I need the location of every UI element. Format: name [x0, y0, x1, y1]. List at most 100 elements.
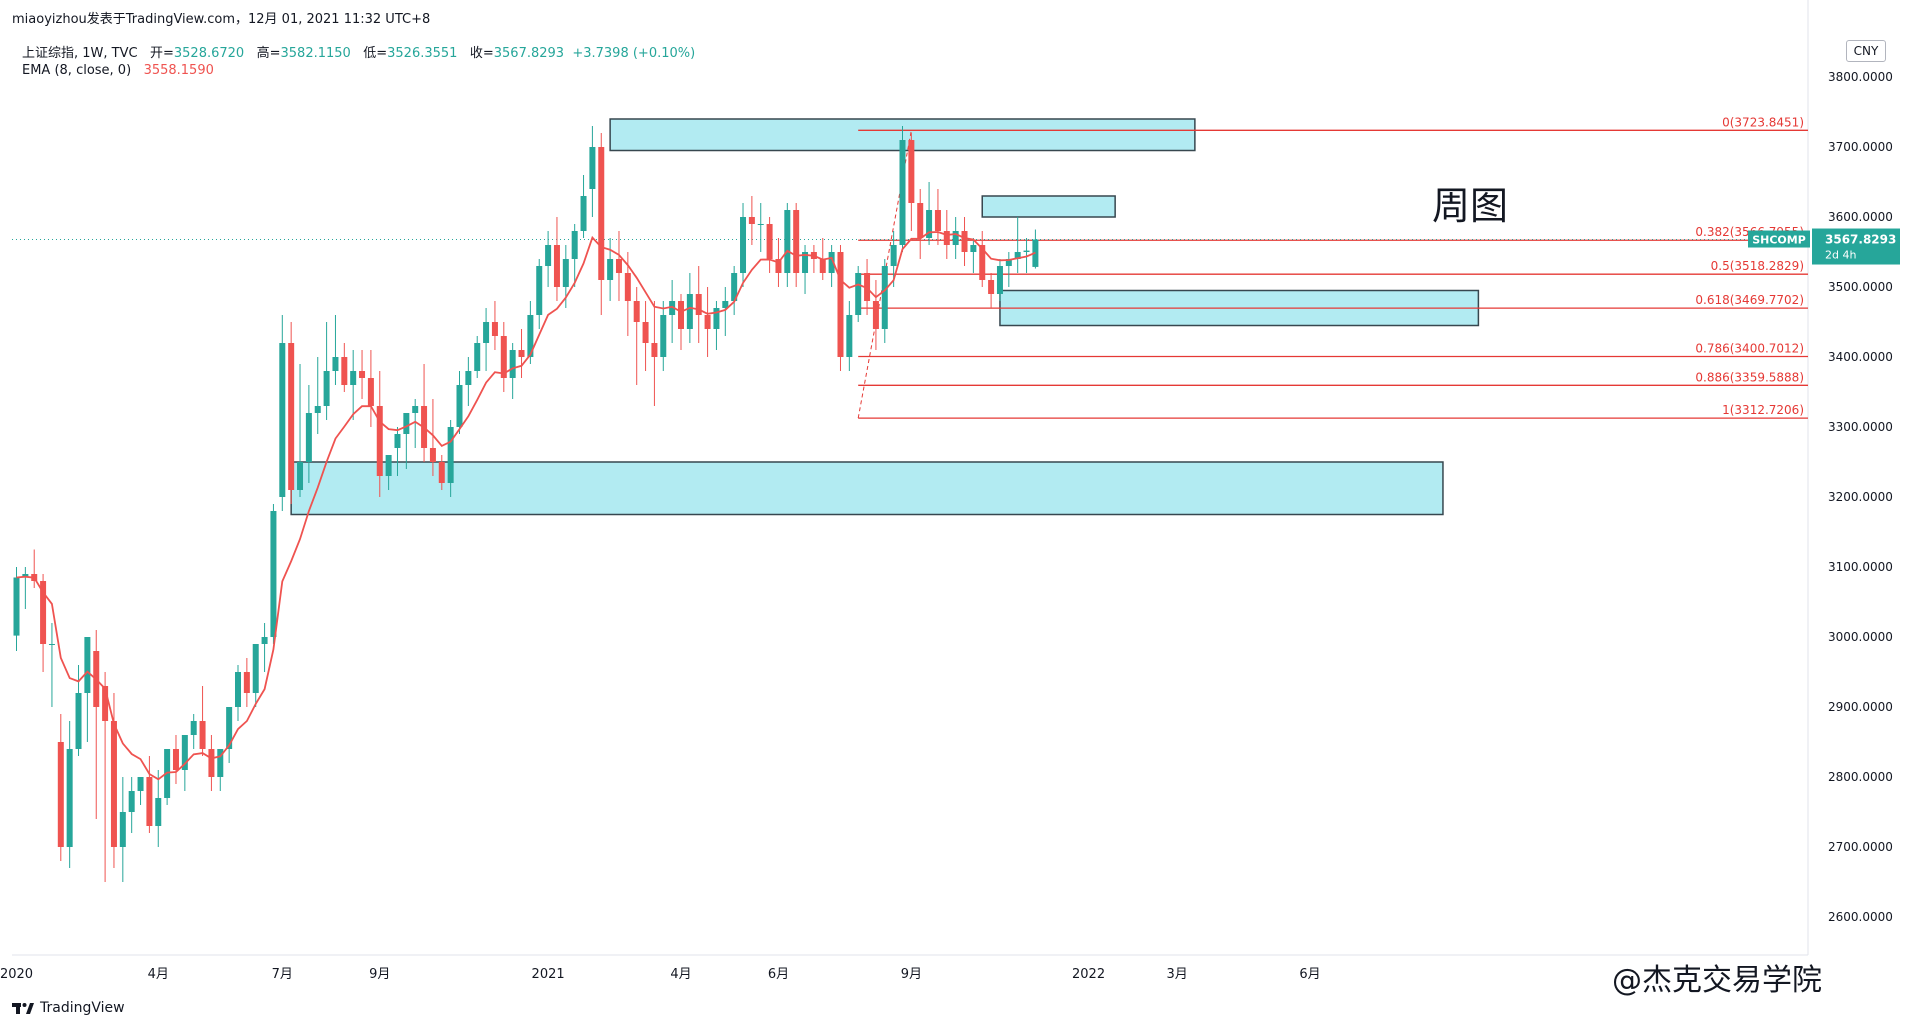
candle-body	[819, 259, 826, 273]
candle	[633, 287, 640, 385]
candle-body	[580, 196, 587, 231]
candle	[864, 259, 871, 315]
chart-annotation: 周图	[1432, 184, 1509, 228]
time-tick-label: 6月	[1299, 967, 1320, 982]
candle	[438, 455, 445, 490]
ema-value: 3558.1590	[143, 63, 214, 78]
candle	[651, 301, 658, 406]
candle	[474, 336, 481, 378]
candle-body	[757, 224, 764, 225]
candle-body	[943, 231, 950, 245]
symbol-tag-text: SHCOMP	[1752, 234, 1806, 247]
candle	[926, 182, 933, 245]
candle-body	[102, 686, 109, 721]
candle	[190, 714, 197, 749]
candle-body	[66, 749, 73, 847]
symbol-tag-bg	[1748, 230, 1810, 248]
candle	[970, 238, 977, 273]
candle-body	[793, 210, 800, 273]
candle	[899, 126, 906, 252]
tradingview-logo[interactable]: TradingView	[12, 1000, 125, 1016]
candle	[359, 350, 366, 399]
candle-body	[13, 577, 20, 636]
candle-body	[359, 371, 366, 378]
candle-body	[713, 308, 720, 329]
candle-body	[1023, 250, 1030, 252]
price-tick-label: 3300.0000	[1828, 420, 1893, 434]
candle-body	[305, 413, 312, 462]
candle-body	[996, 266, 1003, 294]
candle-body	[376, 406, 383, 476]
supply-demand-zone	[290, 461, 1444, 516]
candle	[793, 203, 800, 287]
candle-body	[775, 259, 782, 273]
candle	[536, 259, 543, 329]
candle-body	[500, 336, 507, 378]
currency-button[interactable]: CNY	[1846, 40, 1886, 62]
candle	[722, 287, 729, 336]
candle-body	[261, 637, 268, 644]
candle	[598, 133, 605, 315]
candle-body	[314, 406, 321, 413]
candle-body	[553, 245, 560, 287]
ema-label: EMA (8, close, 0)	[22, 63, 132, 78]
time-tick-label: 3月	[1167, 967, 1188, 982]
time-tick-label: 4月	[670, 967, 691, 982]
candle	[57, 714, 64, 861]
candle	[802, 245, 809, 294]
candle-body	[190, 721, 197, 735]
candle-body	[341, 357, 348, 385]
time-tick-label: 4月	[148, 967, 169, 982]
price-tick-label: 2800.0000	[1828, 770, 1893, 784]
candle-body	[917, 203, 924, 238]
candle	[509, 343, 516, 399]
candle	[385, 455, 392, 490]
candle	[208, 735, 215, 791]
candle-body	[837, 252, 844, 357]
candle-body	[545, 245, 552, 266]
candle-body	[518, 350, 525, 357]
candle-body	[802, 252, 809, 273]
candle	[412, 399, 419, 448]
candle	[996, 259, 1003, 301]
candle-body	[483, 322, 490, 343]
candle-body	[491, 322, 498, 336]
candle-body	[766, 224, 773, 259]
candle	[252, 644, 259, 707]
candle	[350, 350, 357, 420]
symbol-name[interactable]: 上证综指, 1W, TVC	[22, 46, 138, 61]
close-value: 3567.8293	[493, 46, 565, 61]
price-tick-label: 3400.0000	[1828, 350, 1893, 364]
candle-body	[890, 245, 897, 266]
candle	[146, 756, 153, 833]
price-tick-label: 3200.0000	[1828, 490, 1893, 504]
candle-body	[412, 406, 419, 413]
candle	[102, 672, 109, 882]
candle-body	[846, 315, 853, 357]
candle	[376, 371, 383, 497]
candle-body	[155, 798, 162, 826]
candle	[571, 224, 578, 287]
candle	[226, 707, 233, 763]
candle	[713, 301, 720, 350]
fib-level-label: 0.618(3469.7702)	[1695, 293, 1804, 307]
fib-level-label: 0(3723.8451)	[1722, 115, 1804, 129]
candle-body	[199, 721, 206, 749]
last-price-tag: SHCOMP 3567.8293 2d 4h	[1748, 228, 1900, 265]
price-tag-countdown: 2d 4h	[1825, 249, 1856, 262]
candle-body	[332, 357, 339, 371]
ohlc-legend: 上证综指, 1W, TVC 开=3528.6720 高=3582.1150 低=…	[22, 42, 695, 61]
publisher-line: miaoyizhou发表于TradingView.com，12月 01, 202…	[12, 12, 431, 27]
ema-line	[16, 231, 1036, 781]
candle	[66, 721, 73, 868]
candle-body	[75, 693, 82, 749]
candle	[678, 294, 684, 350]
price-tick-label: 3700.0000	[1828, 140, 1893, 154]
price-tag-bg	[1812, 228, 1900, 265]
price-tick-label: 3100.0000	[1828, 560, 1893, 574]
ema-legend[interactable]: EMA (8, close, 0) 3558.1590	[22, 63, 214, 78]
candle-body	[624, 273, 631, 301]
candle-body	[438, 462, 445, 483]
candle-body	[881, 266, 888, 329]
